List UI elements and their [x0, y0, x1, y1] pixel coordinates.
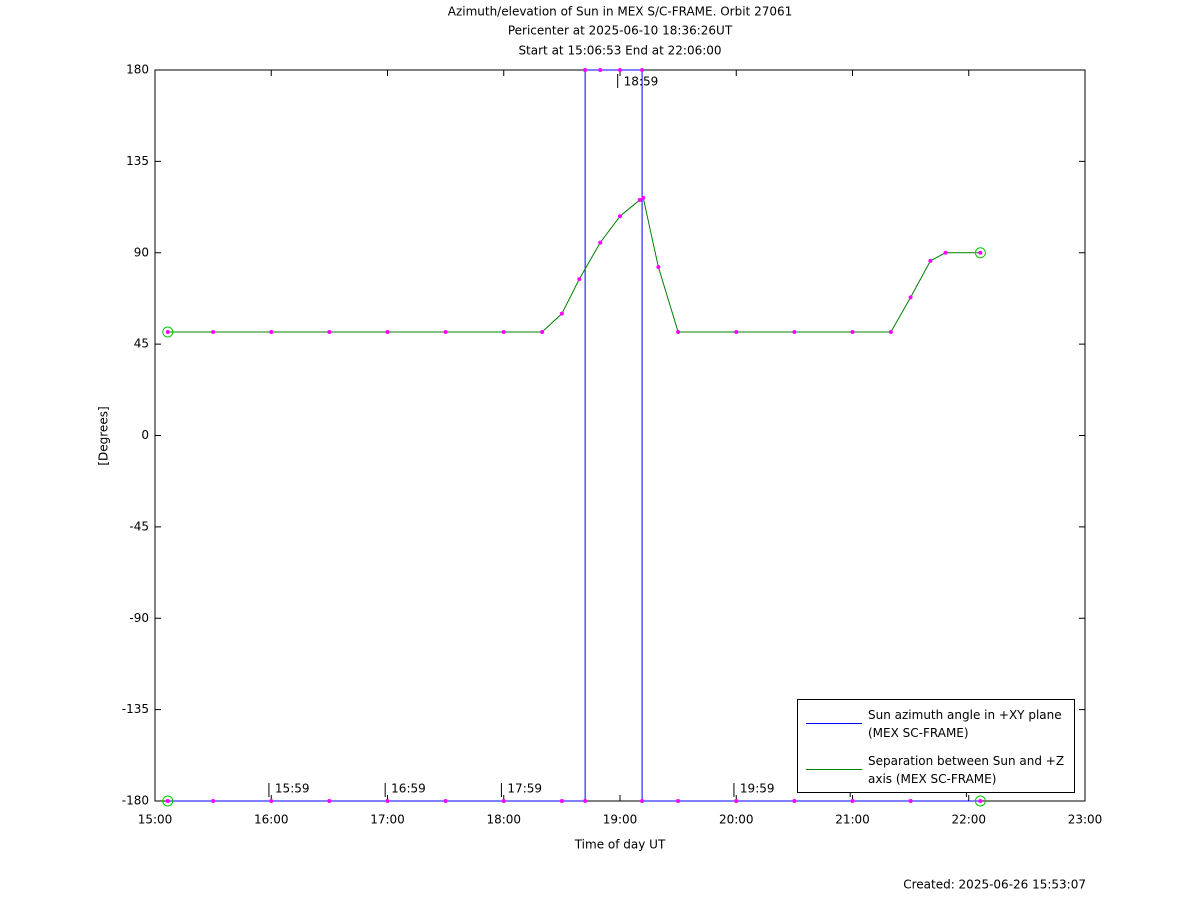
x-tick-label: 23:00: [1068, 813, 1103, 827]
annotation: 15:59: [275, 782, 310, 796]
data-point: [792, 329, 797, 334]
chart-subtitle: Pericenter at 2025-06-10 18:36:26UT: [508, 24, 733, 38]
x-tick-label: 18:00: [486, 813, 521, 827]
chart-title: Azimuth/elevation of Sun in MEX S/C-FRAM…: [448, 5, 793, 19]
annotation: 16:59: [391, 782, 426, 796]
series-line: [167, 69, 981, 802]
y-tick-label: 0: [141, 428, 149, 442]
data-point: [943, 250, 948, 255]
y-tick-label: -135: [122, 702, 149, 716]
data-point: [269, 329, 274, 334]
data-point: [734, 329, 739, 334]
x-tick-label: 19:00: [603, 813, 638, 827]
x-tick-label: 17:00: [370, 813, 405, 827]
x-tick-label: 21:00: [835, 813, 870, 827]
data-point: [618, 214, 622, 219]
data-point: [577, 277, 582, 282]
data-point: [888, 329, 893, 334]
data-point: [908, 799, 913, 803]
data-point: [501, 799, 506, 803]
x-tick-label: 20:00: [719, 813, 754, 827]
data-point: [656, 264, 661, 269]
data-point: [978, 799, 983, 803]
data-point: [850, 329, 855, 334]
data-point: [850, 799, 855, 803]
data-point: [443, 799, 448, 803]
plot-frame: [154, 69, 1086, 802]
data-point: [583, 799, 588, 803]
annotation: 19:59: [740, 782, 775, 796]
y-tick-label: 45: [134, 337, 149, 351]
annotation: 17:59: [507, 782, 542, 796]
data-point: [598, 240, 603, 245]
data-point: [676, 329, 681, 334]
endpoint-marker: [974, 795, 986, 807]
x-axis-label: Time of day UT: [574, 838, 666, 852]
y-tick-label: -180: [122, 794, 149, 808]
y-tick-label: -45: [129, 519, 149, 533]
series-line: [167, 197, 981, 333]
data-point: [641, 195, 646, 200]
data-point: [559, 799, 564, 803]
y-tick-label: 180: [126, 63, 149, 77]
data-point: [792, 799, 797, 803]
annotation: 18:59: [624, 75, 659, 89]
endpoint-marker: [162, 795, 174, 807]
data-point: [908, 295, 913, 300]
y-tick-label: 90: [134, 245, 149, 259]
data-point: [327, 329, 332, 334]
y-tick-label: 135: [126, 154, 149, 168]
data-point: [640, 799, 645, 803]
data-point: [540, 329, 545, 334]
data-point: [598, 68, 603, 72]
legend-swatch: [806, 723, 862, 724]
data-point: [559, 311, 564, 316]
legend: Sun azimuth angle in +XY plane (MEX SC-F…: [797, 699, 1075, 793]
data-point: [640, 68, 645, 72]
data-point: [165, 799, 170, 803]
data-point: [385, 799, 390, 803]
data-point: [269, 799, 274, 803]
data-point: [211, 329, 216, 334]
data-point: [501, 329, 506, 334]
data-point: [165, 329, 170, 334]
x-tick-label: 22:00: [951, 813, 986, 827]
data-point: [734, 799, 739, 803]
legend-swatch: [806, 769, 862, 770]
y-axis-label: [Degrees]: [97, 406, 111, 465]
chart-subtitle: Start at 15:06:53 End at 22:06:00: [518, 44, 721, 58]
x-tick-label: 15:00: [138, 813, 173, 827]
data-point: [978, 250, 983, 255]
data-point: [637, 197, 642, 202]
data-point: [443, 329, 448, 334]
legend-label: Separation between Sun and +Z axis (MEX …: [868, 754, 1065, 786]
data-point: [583, 68, 588, 72]
footer: Created: 2025-06-26 15:53:07: [903, 878, 1086, 892]
data-point: [928, 258, 933, 263]
data-point: [676, 799, 681, 803]
data-point: [385, 329, 390, 334]
x-tick-label: 16:00: [254, 813, 289, 827]
data-point: [211, 799, 216, 803]
endpoint-marker: [162, 326, 174, 338]
data-point: [327, 799, 332, 803]
endpoint-marker: [974, 247, 986, 259]
legend-label: Sun azimuth angle in +XY plane (MEX SC-F…: [868, 708, 1062, 740]
data-point: [618, 68, 622, 72]
y-tick-label: -90: [129, 611, 149, 625]
